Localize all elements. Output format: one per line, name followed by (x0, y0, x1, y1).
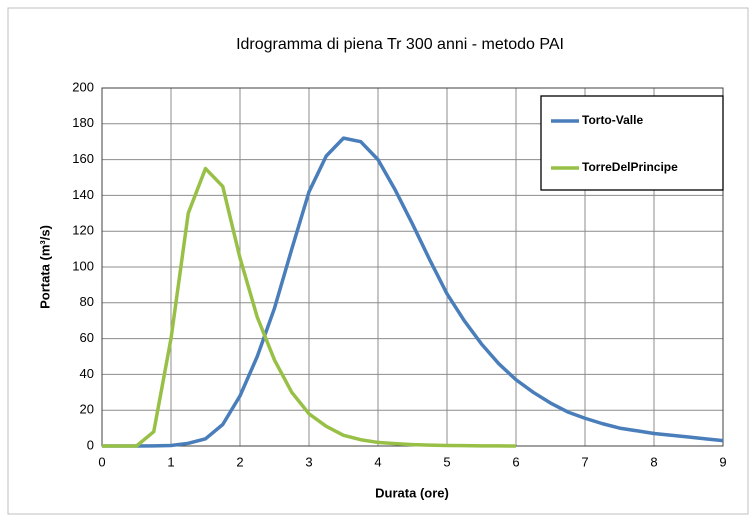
y-tick-label: 100 (72, 258, 94, 273)
x-axis-title: Durata (ore) (375, 485, 449, 500)
y-tick-label: 140 (72, 187, 94, 202)
x-tick-label: 9 (719, 454, 726, 469)
x-tick-label: 1 (167, 454, 174, 469)
y-tick-label: 20 (80, 402, 94, 417)
y-tick-label: 0 (87, 437, 94, 452)
y-tick-label: 80 (80, 294, 94, 309)
x-tick-label: 6 (512, 454, 519, 469)
x-tick-label: 7 (581, 454, 588, 469)
y-tick-label: 40 (80, 366, 94, 381)
y-tick-label: 180 (72, 115, 94, 130)
legend-label: TorreDelPrincipe (582, 160, 678, 174)
legend-label: Torto-Valle (582, 113, 643, 127)
y-tick-label: 120 (72, 223, 94, 238)
y-tick-label: 200 (72, 79, 94, 94)
legend (540, 95, 724, 191)
x-tick-label: 8 (650, 454, 657, 469)
y-tick-label: 160 (72, 151, 94, 166)
chart-title: Idrogramma di piena Tr 300 anni - metodo… (236, 36, 564, 53)
series-line (102, 166, 517, 448)
x-tick-label: 3 (305, 454, 312, 469)
y-tick-label: 60 (80, 330, 94, 345)
x-tick-label: 0 (98, 454, 105, 469)
x-tick-label: 2 (236, 454, 243, 469)
series-line (102, 136, 724, 448)
x-tick-label: 4 (374, 454, 381, 469)
x-tick-label: 5 (443, 454, 450, 469)
y-axis-title: Portata (m³/s) (37, 225, 52, 309)
